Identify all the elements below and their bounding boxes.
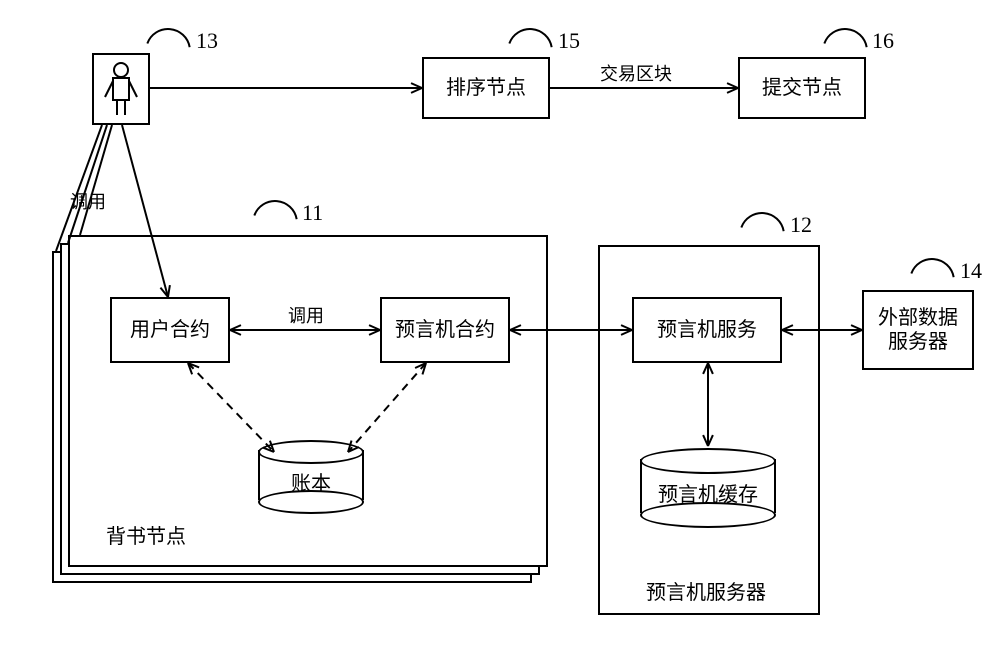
svg-text:交易区块: 交易区块 (600, 64, 672, 84)
person-icon (101, 61, 141, 117)
ref-16: 16 (872, 28, 894, 54)
ledger-top (258, 440, 364, 464)
user-actor-box (92, 53, 150, 125)
oracle-service-label: 预言机服务 (657, 318, 757, 342)
ordering-node-box: 排序节点 (422, 57, 550, 119)
endorsing-node-title: 背书节点 (106, 520, 186, 549)
external-data-server-box: 外部数据服务器 (862, 290, 974, 370)
oracle-contract-box: 预言机合约 (380, 297, 510, 363)
svg-text:调用: 调用 (70, 192, 106, 212)
oracle-service-box: 预言机服务 (632, 297, 782, 363)
user-contract-label: 用户合约 (130, 318, 210, 342)
oracle-contract-label: 预言机合约 (395, 318, 495, 342)
ref-13: 13 (196, 28, 218, 54)
endorsing-node-container (68, 235, 548, 567)
external-data-server-label: 外部数据服务器 (878, 306, 958, 354)
ref-15: 15 (558, 28, 580, 54)
diagram-stage: 排序节点 提交节点 用户合约 预言机合约 账本 预言机服务 预言机缓存 外部数据… (0, 0, 1000, 646)
oracle-cache-top (640, 448, 776, 474)
ledger-cylinder: 账本 (258, 440, 364, 510)
oracle-cache-label: 预言机缓存 (640, 478, 776, 507)
ledger-label: 账本 (258, 467, 364, 496)
oracle-server-title: 预言机服务器 (646, 576, 766, 605)
user-contract-box: 用户合约 (110, 297, 230, 363)
oracle-cache-cylinder: 预言机缓存 (640, 448, 776, 524)
ref-12: 12 (790, 212, 812, 238)
commit-node-box: 提交节点 (738, 57, 866, 119)
commit-node-label: 提交节点 (762, 76, 842, 100)
ref-14: 14 (960, 258, 982, 284)
ordering-node-label: 排序节点 (446, 76, 526, 100)
ref-11: 11 (302, 200, 323, 226)
